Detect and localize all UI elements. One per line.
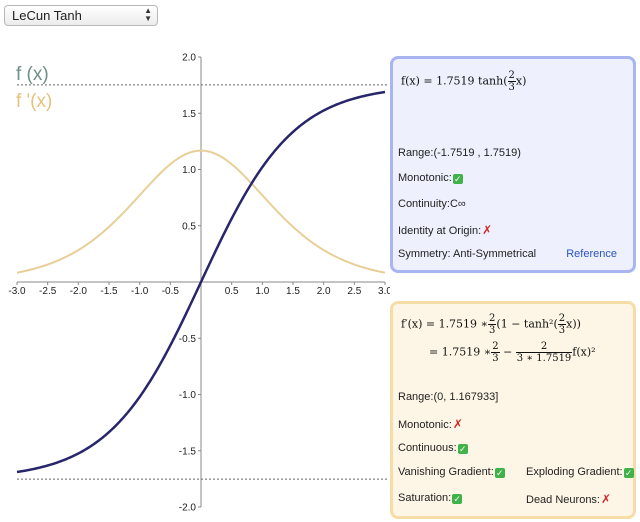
y-tick-label: -2.0 <box>179 503 197 514</box>
y-tick-label: -0.5 <box>179 334 197 345</box>
check-icon: ✓ <box>457 444 468 454</box>
x-tick-label: 1.0 <box>255 286 269 297</box>
x-tick-label: -2.0 <box>70 286 88 297</box>
activation-function-select[interactable]: LeCun Tanh ▲ ▼ <box>4 5 158 26</box>
continuous-row: Continuous: ✓ <box>398 442 468 454</box>
derivative-info-panel: f′(x) = 1.7519 ∗ 2 3 (1 − tanh²(2 3 x)) = 1.7… <box>390 301 636 519</box>
function-formula: f(x) = 1.7519 tanh(2 3 x) <box>401 70 527 93</box>
x-tick-label: -3.0 <box>8 286 26 297</box>
activation-chart: -3.0 -2.5 -2.0 -1.5 -1.0 -0.5 0.5 1.0 1.5 2.0 2.5 3… <box>8 53 390 514</box>
x-tick-label: 1.5 <box>286 286 300 297</box>
x-tick-label: 2.0 <box>317 286 331 297</box>
y-tick-label: 1.0 <box>182 165 196 176</box>
x-tick-label: 3.0 <box>378 286 390 297</box>
x-tick-label: -1.5 <box>100 286 118 297</box>
vanishing-gradient-row: Vanishing Gradient: ✓ <box>398 466 505 478</box>
check-icon: ✓ <box>452 174 463 184</box>
continuity-text: Continuity:C∞ <box>398 198 466 210</box>
x-tick-label: -1.0 <box>131 286 149 297</box>
identity-row: Identity at Origin:✗ <box>398 223 493 237</box>
check-icon: ✓ <box>623 468 634 478</box>
check-icon: ✓ <box>452 494 463 504</box>
select-arrows-icon: ▲ ▼ <box>144 6 152 23</box>
monotonic-row: Monotonic: ✓ <box>398 172 463 184</box>
cross-icon: ✗ <box>601 492 612 506</box>
exploding-gradient-row: Exploding Gradient: ✓ <box>526 466 634 478</box>
function-curve <box>16 90 386 474</box>
function-info-panel: f(x) = 1.7519 tanh(2 3 x) Range:(-1.7519 ,… <box>390 56 636 273</box>
dead-neurons-row: Dead Neurons:✗ <box>526 492 612 506</box>
derivative-curve <box>16 149 386 274</box>
x-tick-label: -0.5 <box>162 286 180 297</box>
x-tick-label: 0.5 <box>225 286 239 297</box>
reference-link[interactable]: Reference <box>566 248 617 260</box>
legend-derivative: f '(x) <box>16 91 53 112</box>
check-icon: ✓ <box>494 468 505 478</box>
x-tick-label: -2.5 <box>39 286 57 297</box>
derivative-formula-line1: f′(x) = 1.7519 ∗ 2 3 (1 − tanh²(2 3 x)) <box>401 313 581 336</box>
derivative-range-text: Range:(0, 1.167933] <box>398 391 499 403</box>
y-tick-label: 0.5 <box>182 221 196 232</box>
y-tick-label: 1.5 <box>182 109 196 120</box>
saturation-row: Saturation: ✓ <box>398 492 463 504</box>
y-tick-label: 2.0 <box>182 53 196 64</box>
legend-f: f (x) <box>16 64 49 85</box>
symmetry-row: Symmetry: Anti-Symmetrical Reference <box>398 248 617 260</box>
derivative-monotonic-row: Monotonic:✗ <box>398 417 463 431</box>
cross-icon: ✗ <box>452 417 463 431</box>
range-text: Range:(-1.7519 , 1.7519) <box>398 147 521 159</box>
x-tick-label: 2.5 <box>347 286 361 297</box>
cross-icon: ✗ <box>482 223 493 237</box>
y-tick-label: -1.5 <box>179 446 197 457</box>
select-value: LeCun Tanh <box>12 8 82 23</box>
y-tick-label: -1.0 <box>179 390 197 401</box>
